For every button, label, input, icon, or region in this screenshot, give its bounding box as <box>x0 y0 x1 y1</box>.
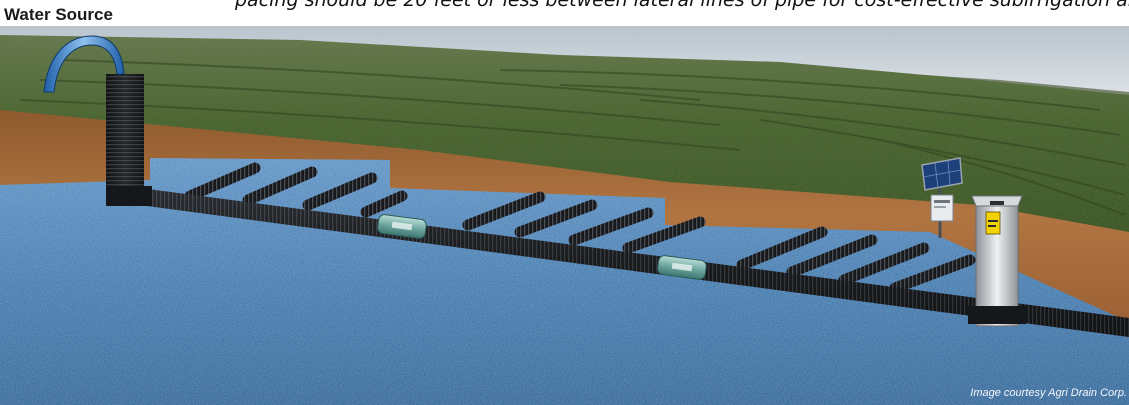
lateral-pipe <box>360 190 408 218</box>
lateral-pipe <box>242 166 318 206</box>
lateral-pipe <box>786 234 878 278</box>
lateral-pipe <box>184 162 261 202</box>
water-control-structure-icon <box>968 195 1026 327</box>
image-credit: Image courtesy Agri Drain Corp. <box>970 387 1127 399</box>
water-source-arc-icon <box>43 35 125 93</box>
header-caption: pacing should be 20 feet or less between… <box>235 0 1129 11</box>
top-strip: pacing should be 20 feet or less between… <box>0 0 1129 26</box>
lateral-pipe <box>736 226 828 271</box>
lateral-pipe <box>622 216 706 254</box>
crop-field-texture <box>0 35 1129 245</box>
lateral-pipe <box>889 254 976 294</box>
lateral-pipe <box>302 172 378 211</box>
lateral-pipes-group-3 <box>736 226 976 294</box>
lateral-pipe <box>462 191 546 231</box>
lateral-pipes-group-1 <box>184 162 408 218</box>
lateral-pipe <box>514 199 598 238</box>
inline-valve-icon <box>657 255 707 280</box>
lateral-pipes-group-2 <box>462 191 706 254</box>
water-source-label: Water Source <box>4 5 113 24</box>
riser-shade <box>106 74 144 204</box>
inline-valve-icon <box>377 214 427 239</box>
lateral-pipe <box>568 207 654 246</box>
solar-panel-icon <box>921 157 963 238</box>
lateral-pipe <box>838 242 930 286</box>
riser-elbow <box>106 186 152 206</box>
